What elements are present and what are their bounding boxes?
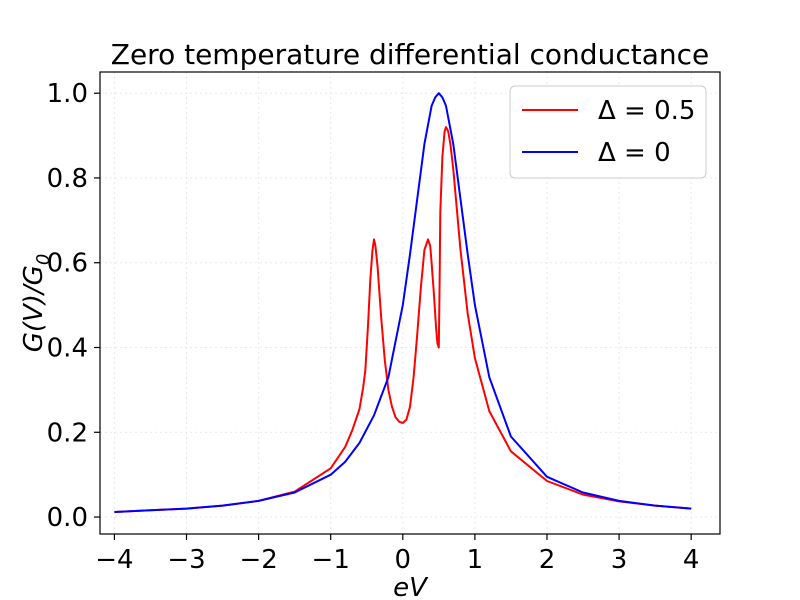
y-axis-label-subscript: 0 [33, 254, 54, 265]
axes-frame [99, 71, 721, 535]
x-tick-label: 0 [395, 545, 412, 575]
y-tick-label: 0.6 [47, 249, 88, 279]
x-tick-label: 1 [467, 545, 484, 575]
x-tick-label: −3 [167, 545, 205, 575]
y-axis: 0.0 0.2 0.4 0.6 0.8 1.0 [47, 79, 100, 533]
legend-label-delta-0: Δ = 0 [598, 138, 671, 168]
series-line-delta-0 [114, 92, 692, 513]
plot-lines [114, 92, 692, 513]
y-tick-label: 0.2 [47, 418, 88, 448]
x-axis-label: eV [393, 573, 429, 600]
x-tick-label: 2 [539, 545, 556, 575]
x-tick-label: −4 [95, 545, 133, 575]
y-axis-label-main: G(V)/G [19, 265, 49, 352]
x-tick-label: −2 [239, 545, 277, 575]
legend: Δ = 0.5 Δ = 0 [509, 85, 707, 179]
y-tick-label: 1.0 [47, 79, 88, 109]
y-tick-label: 0.0 [47, 503, 88, 533]
x-axis: −4 −3 −2 −1 0 1 2 3 4 [95, 534, 699, 575]
x-tick-label: 4 [683, 545, 700, 575]
y-tick-label: 0.8 [47, 164, 88, 194]
y-axis-label: G(V)/G0 [19, 254, 54, 353]
x-tick-label: 3 [611, 545, 628, 575]
chart-title: Zero temperature differential conductanc… [111, 38, 709, 71]
series-line-delta-0-5 [114, 126, 692, 513]
legend-label-delta-0-5: Δ = 0.5 [598, 96, 695, 126]
x-tick-label: −1 [312, 545, 350, 575]
y-tick-label: 0.4 [47, 334, 88, 364]
